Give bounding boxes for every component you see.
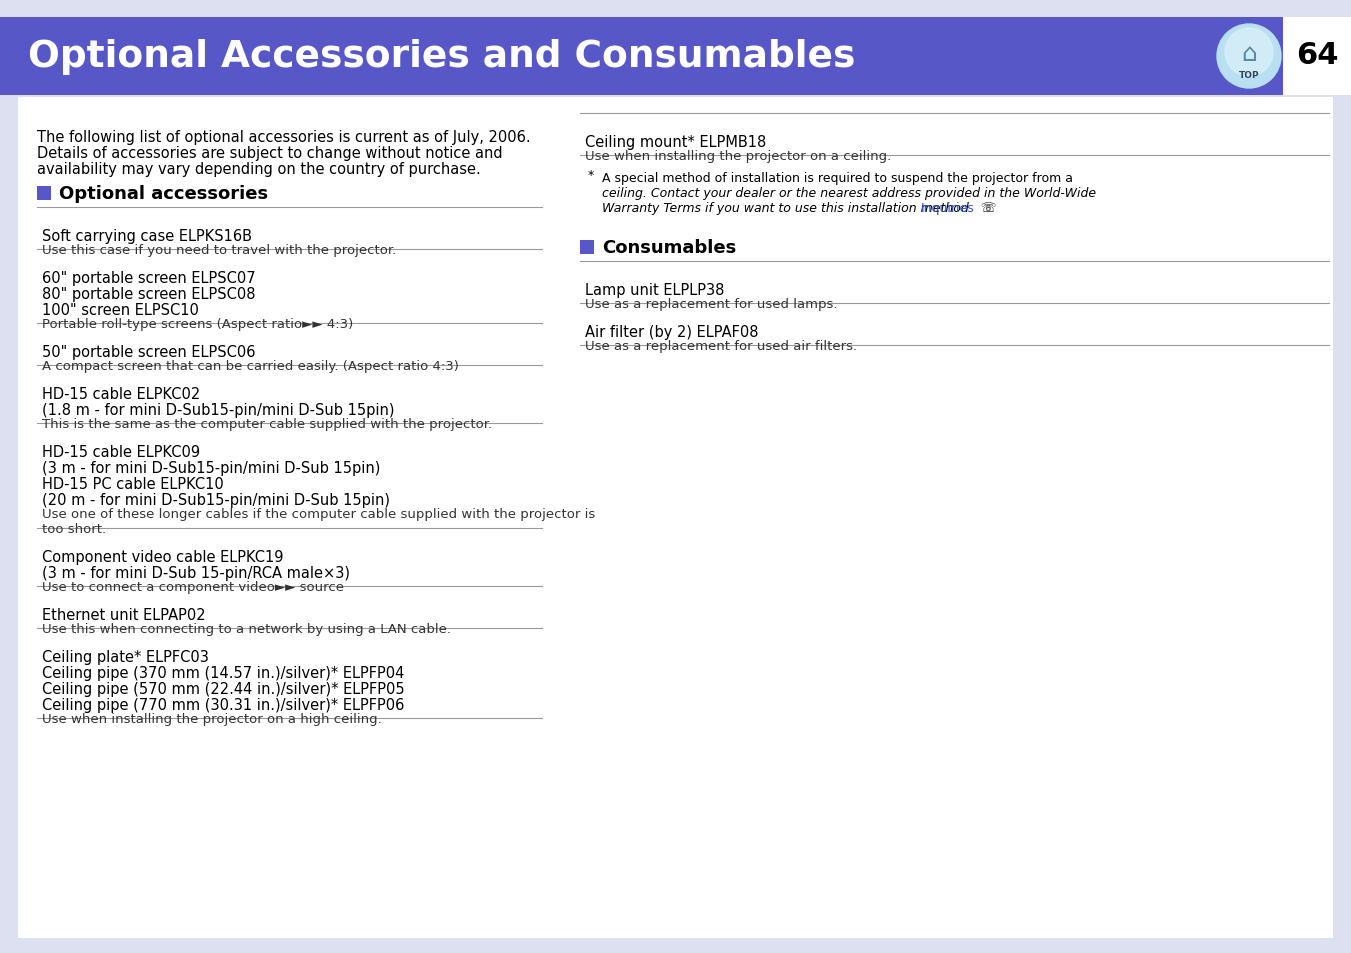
Text: The following list of optional accessories is current as of July, 2006.: The following list of optional accessori… [36, 130, 531, 145]
Text: 60" portable screen ELPSC07: 60" portable screen ELPSC07 [42, 271, 255, 286]
Text: ⌂: ⌂ [1242, 42, 1256, 66]
Text: Ethernet unit ELPAP02: Ethernet unit ELPAP02 [42, 607, 205, 622]
Text: Use to connect a component video►► source: Use to connect a component video►► sourc… [42, 580, 345, 594]
Text: (1.8 m - for mini D-Sub15-pin/mini D-Sub 15pin): (1.8 m - for mini D-Sub15-pin/mini D-Sub… [42, 402, 394, 417]
Text: Ceiling pipe (370 mm (14.57 in.)/silver)* ELPFP04: Ceiling pipe (370 mm (14.57 in.)/silver)… [42, 665, 404, 680]
Text: Air filter (by 2) ELPAF08: Air filter (by 2) ELPAF08 [585, 325, 758, 339]
Bar [1283, 18, 1351, 96]
Bar [18, 98, 1333, 938]
Text: Use this when connecting to a network by using a LAN cable.: Use this when connecting to a network by… [42, 622, 451, 636]
Text: This is the same as the computer cable supplied with the projector.: This is the same as the computer cable s… [42, 417, 492, 431]
Text: Use one of these longer cables if the computer cable supplied with the projector: Use one of these longer cables if the co… [42, 507, 596, 520]
Text: 64: 64 [1296, 40, 1339, 70]
Text: Warranty Terms if you want to use this installation method.  ☏: Warranty Terms if you want to use this i… [603, 202, 1000, 214]
Text: Inquiries: Inquiries [921, 202, 974, 214]
Text: ceiling. Contact your dealer or the nearest address provided in the World-Wide: ceiling. Contact your dealer or the near… [603, 187, 1096, 200]
Text: 50" portable screen ELPSC06: 50" portable screen ELPSC06 [42, 345, 255, 359]
Text: Consumables: Consumables [603, 239, 736, 256]
Text: too short.: too short. [42, 522, 107, 536]
Text: Ceiling pipe (770 mm (30.31 in.)/silver)* ELPFP06: Ceiling pipe (770 mm (30.31 in.)/silver)… [42, 698, 404, 712]
Text: Ceiling mount* ELPMB18: Ceiling mount* ELPMB18 [585, 135, 766, 150]
Text: Use as a replacement for used air filters.: Use as a replacement for used air filter… [585, 339, 857, 353]
Circle shape [1217, 25, 1281, 89]
Text: Details of accessories are subject to change without notice and: Details of accessories are subject to ch… [36, 146, 503, 161]
Text: Lamp unit ELPLP38: Lamp unit ELPLP38 [585, 283, 724, 297]
Text: HD-15 cable ELPKC09: HD-15 cable ELPKC09 [42, 444, 200, 459]
Text: (3 m - for mini D-Sub 15-pin/RCA male×3): (3 m - for mini D-Sub 15-pin/RCA male×3) [42, 565, 350, 580]
Text: Ceiling pipe (570 mm (22.44 in.)/silver)* ELPFP05: Ceiling pipe (570 mm (22.44 in.)/silver)… [42, 681, 405, 697]
Text: Soft carrying case ELPKS16B: Soft carrying case ELPKS16B [42, 229, 253, 244]
Text: 80" portable screen ELPSC08: 80" portable screen ELPSC08 [42, 287, 255, 302]
Text: Use when installing the projector on a high ceiling.: Use when installing the projector on a h… [42, 712, 382, 725]
Text: HD-15 cable ELPKC02: HD-15 cable ELPKC02 [42, 387, 200, 401]
Text: availability may vary depending on the country of purchase.: availability may vary depending on the c… [36, 162, 481, 177]
Circle shape [1225, 29, 1273, 77]
Text: TOP: TOP [1239, 71, 1259, 79]
Text: *: * [588, 169, 594, 182]
Text: Component video cable ELPKC19: Component video cable ELPKC19 [42, 550, 284, 564]
Text: Portable roll-type screens (Aspect ratio►► 4:3): Portable roll-type screens (Aspect ratio… [42, 317, 353, 331]
Bar [0, 18, 1283, 96]
Text: Optional accessories: Optional accessories [59, 185, 267, 203]
Text: Ceiling plate* ELPFC03: Ceiling plate* ELPFC03 [42, 649, 209, 664]
Text: Use when installing the projector on a ceiling.: Use when installing the projector on a c… [585, 150, 892, 163]
Bar [580, 241, 594, 254]
Text: 100" screen ELPSC10: 100" screen ELPSC10 [42, 303, 199, 317]
Text: (3 m - for mini D-Sub15-pin/mini D-Sub 15pin): (3 m - for mini D-Sub15-pin/mini D-Sub 1… [42, 460, 381, 476]
Text: Use as a replacement for used lamps.: Use as a replacement for used lamps. [585, 297, 838, 311]
Text: (20 m - for mini D-Sub15-pin/mini D-Sub 15pin): (20 m - for mini D-Sub15-pin/mini D-Sub … [42, 493, 390, 507]
Bar [36, 187, 51, 201]
Text: Use this case if you need to travel with the projector.: Use this case if you need to travel with… [42, 244, 396, 256]
Text: A special method of installation is required to suspend the projector from a: A special method of installation is requ… [603, 172, 1073, 185]
Text: Optional Accessories and Consumables: Optional Accessories and Consumables [28, 39, 855, 75]
Text: A compact screen that can be carried easily. (Aspect ratio 4:3): A compact screen that can be carried eas… [42, 359, 459, 373]
Text: HD-15 PC cable ELPKC10: HD-15 PC cable ELPKC10 [42, 476, 224, 492]
